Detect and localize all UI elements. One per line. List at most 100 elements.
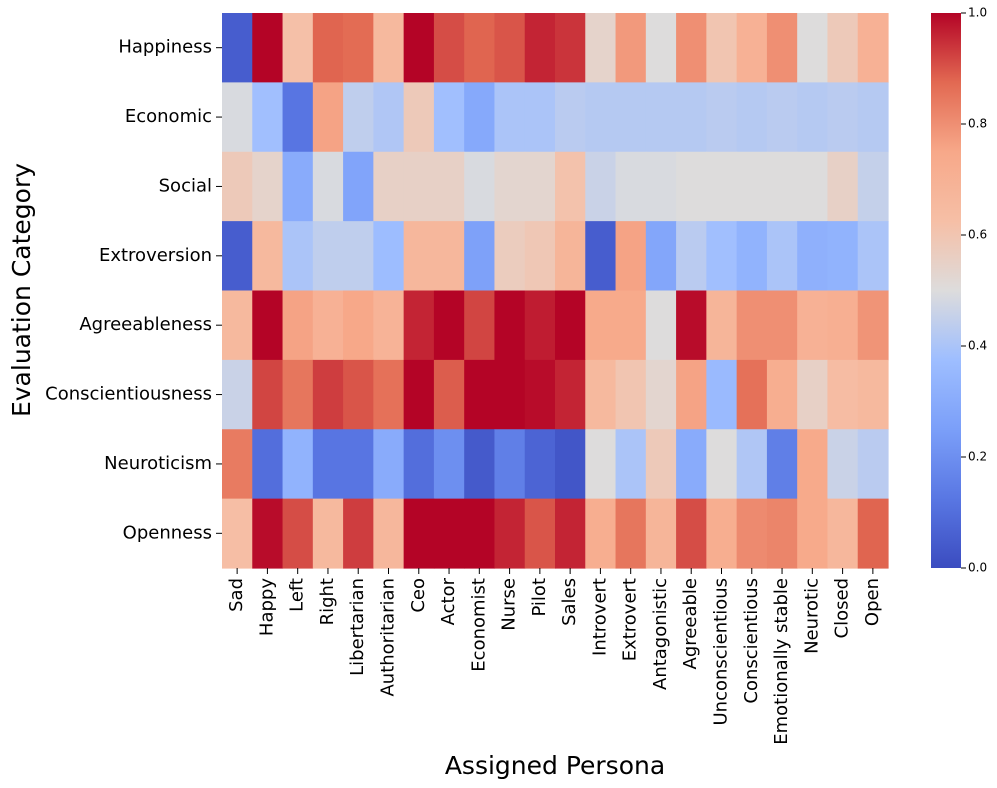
heatmap-cell (464, 151, 496, 222)
heatmap-cell (252, 151, 284, 222)
heatmap-cell (645, 498, 677, 569)
heatmap-cell (282, 359, 314, 430)
heatmap-cell (615, 429, 647, 500)
heatmap-cell (433, 498, 465, 569)
heatmap-cell (403, 359, 435, 430)
x-tick-label: Economist (468, 578, 489, 672)
heatmap-cell (403, 151, 435, 222)
heatmap-cell (524, 221, 556, 292)
heatmap-cell (312, 359, 344, 430)
heatmap-cell (494, 498, 526, 569)
y-tick-label: Neuroticism (104, 453, 212, 474)
heatmap-cell (645, 290, 677, 361)
heatmap-cell (555, 498, 586, 569)
heatmap-cell (464, 13, 496, 83)
heatmap-cell (222, 429, 253, 500)
heatmap-cell (312, 221, 344, 292)
heatmap-cell (343, 498, 374, 569)
colorbar-tick-label: 1.0 (968, 6, 987, 20)
heatmap-cell (343, 82, 374, 153)
heatmap-cell (312, 151, 344, 222)
heatmap-cell (676, 359, 707, 430)
x-tick-label: Actor (438, 577, 459, 625)
heatmap-cell (585, 498, 617, 569)
heatmap-cell (373, 13, 405, 83)
heatmap-cell (555, 82, 586, 153)
heatmap-cell (585, 151, 617, 222)
heatmap-cell (857, 221, 889, 292)
heatmap-cell (373, 221, 405, 292)
heatmap-cell (797, 82, 829, 153)
heatmap-cells (222, 13, 889, 569)
heatmap-cell (343, 359, 374, 430)
heatmap-cell (343, 429, 374, 500)
heatmap-cell (615, 290, 647, 361)
heatmap-cell (403, 498, 435, 569)
x-tick-label: Sales (559, 578, 580, 626)
heatmap-cell (343, 290, 374, 361)
y-tick-label: Social (159, 175, 212, 196)
x-tick-label: Ceo (408, 578, 429, 613)
heatmap-cell (797, 290, 829, 361)
heatmap-cell (555, 290, 586, 361)
x-tick-label: Libertarian (347, 578, 368, 676)
heatmap-cell (494, 13, 526, 83)
heatmap-cell (827, 498, 859, 569)
heatmap-cell (706, 498, 738, 569)
heatmap-cell (645, 82, 677, 153)
y-tick-label: Openness (123, 522, 212, 543)
heatmap-cell (706, 359, 738, 430)
heatmap-cell (615, 82, 647, 153)
heatmap-cell (524, 429, 556, 500)
heatmap-cell (827, 359, 859, 430)
heatmap-cell (645, 429, 677, 500)
heatmap-cell (857, 498, 889, 569)
heatmap-cell (373, 359, 405, 430)
heatmap-cell (555, 13, 586, 83)
heatmap-cell (555, 429, 586, 500)
heatmap-cell (797, 151, 829, 222)
heatmap-cell (373, 290, 405, 361)
heatmap-cell (494, 82, 526, 153)
heatmap-cell (585, 359, 617, 430)
heatmap-cell (222, 13, 253, 83)
heatmap-cell (222, 498, 253, 569)
heatmap-cell (524, 82, 556, 153)
heatmap-cell (524, 13, 556, 83)
heatmap-cell (312, 290, 344, 361)
heatmap-cell (857, 82, 889, 153)
colorbar-ticks: 0.0 0.2 0.4 0.6 0.8 1.0 (961, 6, 987, 575)
heatmap-cell (706, 290, 738, 361)
heatmap-cell (857, 13, 889, 83)
heatmap-cell (464, 359, 496, 430)
x-tick-label: Left (287, 578, 308, 612)
heatmap-cell (252, 498, 284, 569)
heatmap-cell (797, 359, 829, 430)
heatmap-cell (645, 151, 677, 222)
heatmap-cell (403, 429, 435, 500)
x-tick-label: Sad (226, 578, 247, 612)
heatmap-cell (766, 82, 798, 153)
colorbar-tick-label: 0.4 (968, 339, 987, 353)
heatmap-cell (706, 429, 738, 500)
heatmap-cell (524, 498, 556, 569)
heatmap-cell (373, 82, 405, 153)
heatmap-cell (585, 429, 617, 500)
x-tick-label: Introvert (589, 578, 610, 656)
heatmap-cell (555, 221, 586, 292)
heatmap-cell (252, 290, 284, 361)
heatmap-cell (797, 498, 829, 569)
heatmap-cell (312, 429, 344, 500)
heatmap-cell (282, 429, 314, 500)
x-tick-label: Open (862, 578, 883, 626)
heatmap-cell (736, 498, 768, 569)
heatmap-cell (706, 151, 738, 222)
heatmap-cell (857, 290, 889, 361)
heatmap-cell (222, 221, 253, 292)
heatmap-cell (222, 359, 253, 430)
heatmap-cell (464, 290, 496, 361)
x-tick-label: Closed (832, 578, 853, 638)
heatmap-cell (827, 221, 859, 292)
heatmap-cell (676, 82, 707, 153)
